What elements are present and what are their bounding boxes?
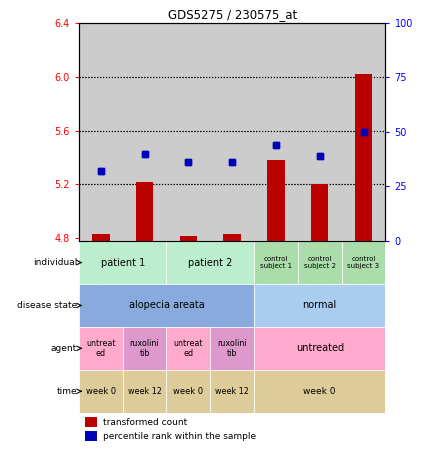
- Text: week 0: week 0: [86, 387, 116, 396]
- Text: control
subject 3: control subject 3: [347, 256, 380, 269]
- Bar: [79, 284, 254, 327]
- Text: GSM1414316: GSM1414316: [272, 241, 280, 292]
- Text: GSM1414313: GSM1414313: [140, 241, 149, 292]
- Bar: [254, 23, 298, 241]
- Bar: [123, 370, 166, 413]
- Bar: [311, 184, 328, 241]
- Text: alopecia areata: alopecia areata: [129, 300, 204, 310]
- Bar: [123, 327, 166, 370]
- Bar: [342, 241, 385, 284]
- Text: time: time: [57, 387, 77, 396]
- Bar: [254, 370, 385, 413]
- Bar: [166, 327, 210, 370]
- Bar: [298, 23, 342, 241]
- Bar: [254, 284, 385, 327]
- Bar: [79, 327, 123, 370]
- Text: GSM1414318: GSM1414318: [359, 241, 368, 292]
- Bar: [210, 370, 254, 413]
- Bar: [92, 234, 110, 241]
- Bar: [79, 370, 123, 413]
- Bar: [180, 236, 197, 241]
- Bar: [311, 184, 328, 241]
- Bar: [166, 241, 254, 284]
- Text: ruxolini
tib: ruxolini tib: [130, 339, 159, 358]
- Bar: [223, 234, 241, 241]
- Text: untreat
ed: untreat ed: [173, 339, 203, 358]
- Text: GSM1414317: GSM1414317: [315, 241, 324, 292]
- Bar: [210, 327, 254, 370]
- Bar: [223, 234, 241, 241]
- Bar: [79, 241, 166, 284]
- Bar: [267, 160, 285, 241]
- Text: week 0: week 0: [304, 387, 336, 396]
- Text: patient 2: patient 2: [188, 258, 233, 268]
- Bar: [210, 23, 254, 241]
- Text: agent: agent: [51, 344, 77, 353]
- Text: GSM1414312: GSM1414312: [96, 241, 105, 292]
- Text: patient 1: patient 1: [100, 258, 145, 268]
- Bar: [123, 23, 166, 241]
- Text: week 12: week 12: [215, 387, 249, 396]
- Text: untreated: untreated: [296, 343, 344, 353]
- Bar: [92, 234, 110, 241]
- Text: week 0: week 0: [173, 387, 203, 396]
- Text: control
subject 2: control subject 2: [304, 256, 336, 269]
- Bar: [298, 241, 342, 284]
- Bar: [267, 160, 285, 241]
- Text: normal: normal: [303, 300, 337, 310]
- Title: GDS5275 / 230575_at: GDS5275 / 230575_at: [167, 9, 297, 21]
- Bar: [355, 74, 372, 241]
- Bar: [166, 23, 210, 241]
- Text: GSM1414314: GSM1414314: [184, 241, 193, 292]
- Text: control
subject 1: control subject 1: [260, 256, 292, 269]
- Bar: [180, 236, 197, 241]
- Bar: [342, 23, 385, 241]
- Text: ruxolini
tib: ruxolini tib: [217, 339, 247, 358]
- Text: transformed count: transformed count: [103, 418, 187, 427]
- Bar: [254, 241, 298, 284]
- Bar: [85, 417, 97, 427]
- Text: week 12: week 12: [127, 387, 162, 396]
- Text: individual: individual: [33, 258, 77, 267]
- Bar: [355, 74, 372, 241]
- Text: disease state: disease state: [17, 301, 77, 310]
- Bar: [136, 182, 153, 241]
- Text: untreat
ed: untreat ed: [86, 339, 116, 358]
- Text: GSM1414315: GSM1414315: [228, 241, 237, 292]
- Text: percentile rank within the sample: percentile rank within the sample: [103, 432, 257, 441]
- Bar: [85, 431, 97, 441]
- Bar: [254, 327, 385, 370]
- Bar: [136, 182, 153, 241]
- Bar: [166, 370, 210, 413]
- Bar: [79, 23, 123, 241]
